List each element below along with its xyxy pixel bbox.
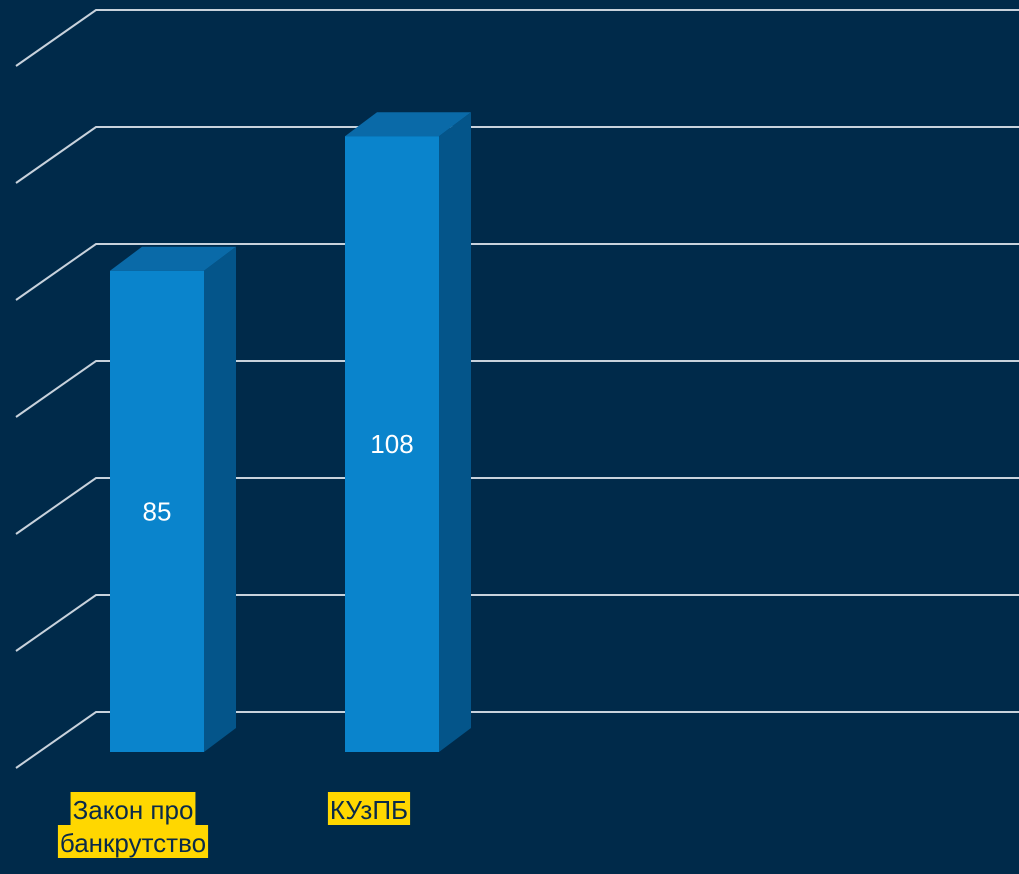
category-label-line: банкрутство	[60, 828, 206, 858]
category-label: КУзПБ	[327, 792, 411, 825]
bar-front-face	[345, 136, 439, 752]
gridline	[15, 126, 1019, 184]
data-label: 108	[370, 429, 413, 459]
category-label-highlight	[70, 792, 196, 825]
gridline	[15, 243, 1019, 301]
gridlines	[15, 9, 1019, 769]
category-label-highlight	[57, 825, 209, 858]
bar: 85	[110, 246, 236, 752]
gridline	[15, 360, 1019, 418]
bar-top-face	[110, 246, 236, 271]
bar-front-face	[110, 270, 204, 752]
category-label-line: Закон про	[73, 795, 194, 825]
category-label-highlight	[327, 792, 411, 825]
gridline	[15, 477, 1019, 535]
bar-side-face	[439, 112, 471, 752]
data-label: 85	[143, 496, 172, 526]
bars: 85 108	[110, 112, 471, 752]
gridline	[15, 594, 1019, 652]
bar-top-face	[345, 112, 471, 137]
bar-side-face	[204, 246, 236, 752]
bar: 108	[345, 112, 471, 752]
gridline	[15, 9, 1019, 67]
gridline	[15, 711, 1019, 769]
category-label-line: КУзПБ	[330, 795, 408, 825]
